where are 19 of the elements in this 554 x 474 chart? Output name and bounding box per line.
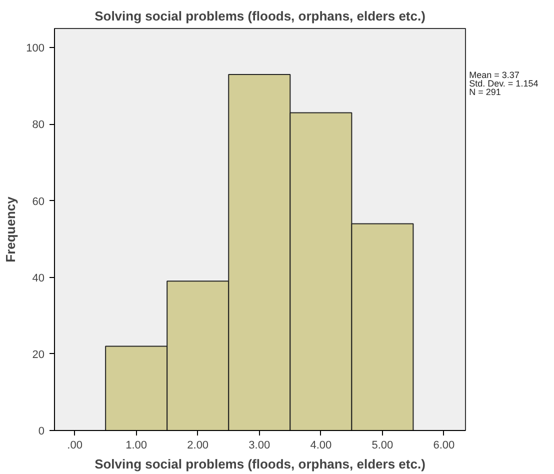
y-tick-label: 60 xyxy=(32,196,45,208)
x-tick-label: 2.00 xyxy=(187,440,209,452)
text: Mean = 3.37 xyxy=(469,70,520,80)
y-tick-label: 20 xyxy=(32,348,45,361)
chart-title: Solving social problems (floods, orphans, elders etc.) xyxy=(94,8,426,24)
x-tick-label: 4.00 xyxy=(310,440,332,452)
x-tick-label: 5.00 xyxy=(372,440,394,452)
x-tick-label: .00 xyxy=(67,440,82,452)
x-axis-title: Solving social problems (floods, orphans, elders etc.) xyxy=(94,456,426,472)
y-tick-label: 80 xyxy=(32,119,45,132)
x-tick-label: 3.00 xyxy=(248,440,270,452)
x-tick-label: 1.00 xyxy=(126,440,148,452)
text: N = 291 xyxy=(469,87,501,98)
text: Std. Dev. = 1.154 xyxy=(469,78,538,89)
y-tick-label: 100 xyxy=(26,42,45,55)
y-tick-label: 0 xyxy=(38,426,45,438)
y-axis-title: Frequency xyxy=(3,196,18,262)
x-tick-label: 6.00 xyxy=(433,440,455,452)
y-tick-label: 40 xyxy=(32,272,45,284)
